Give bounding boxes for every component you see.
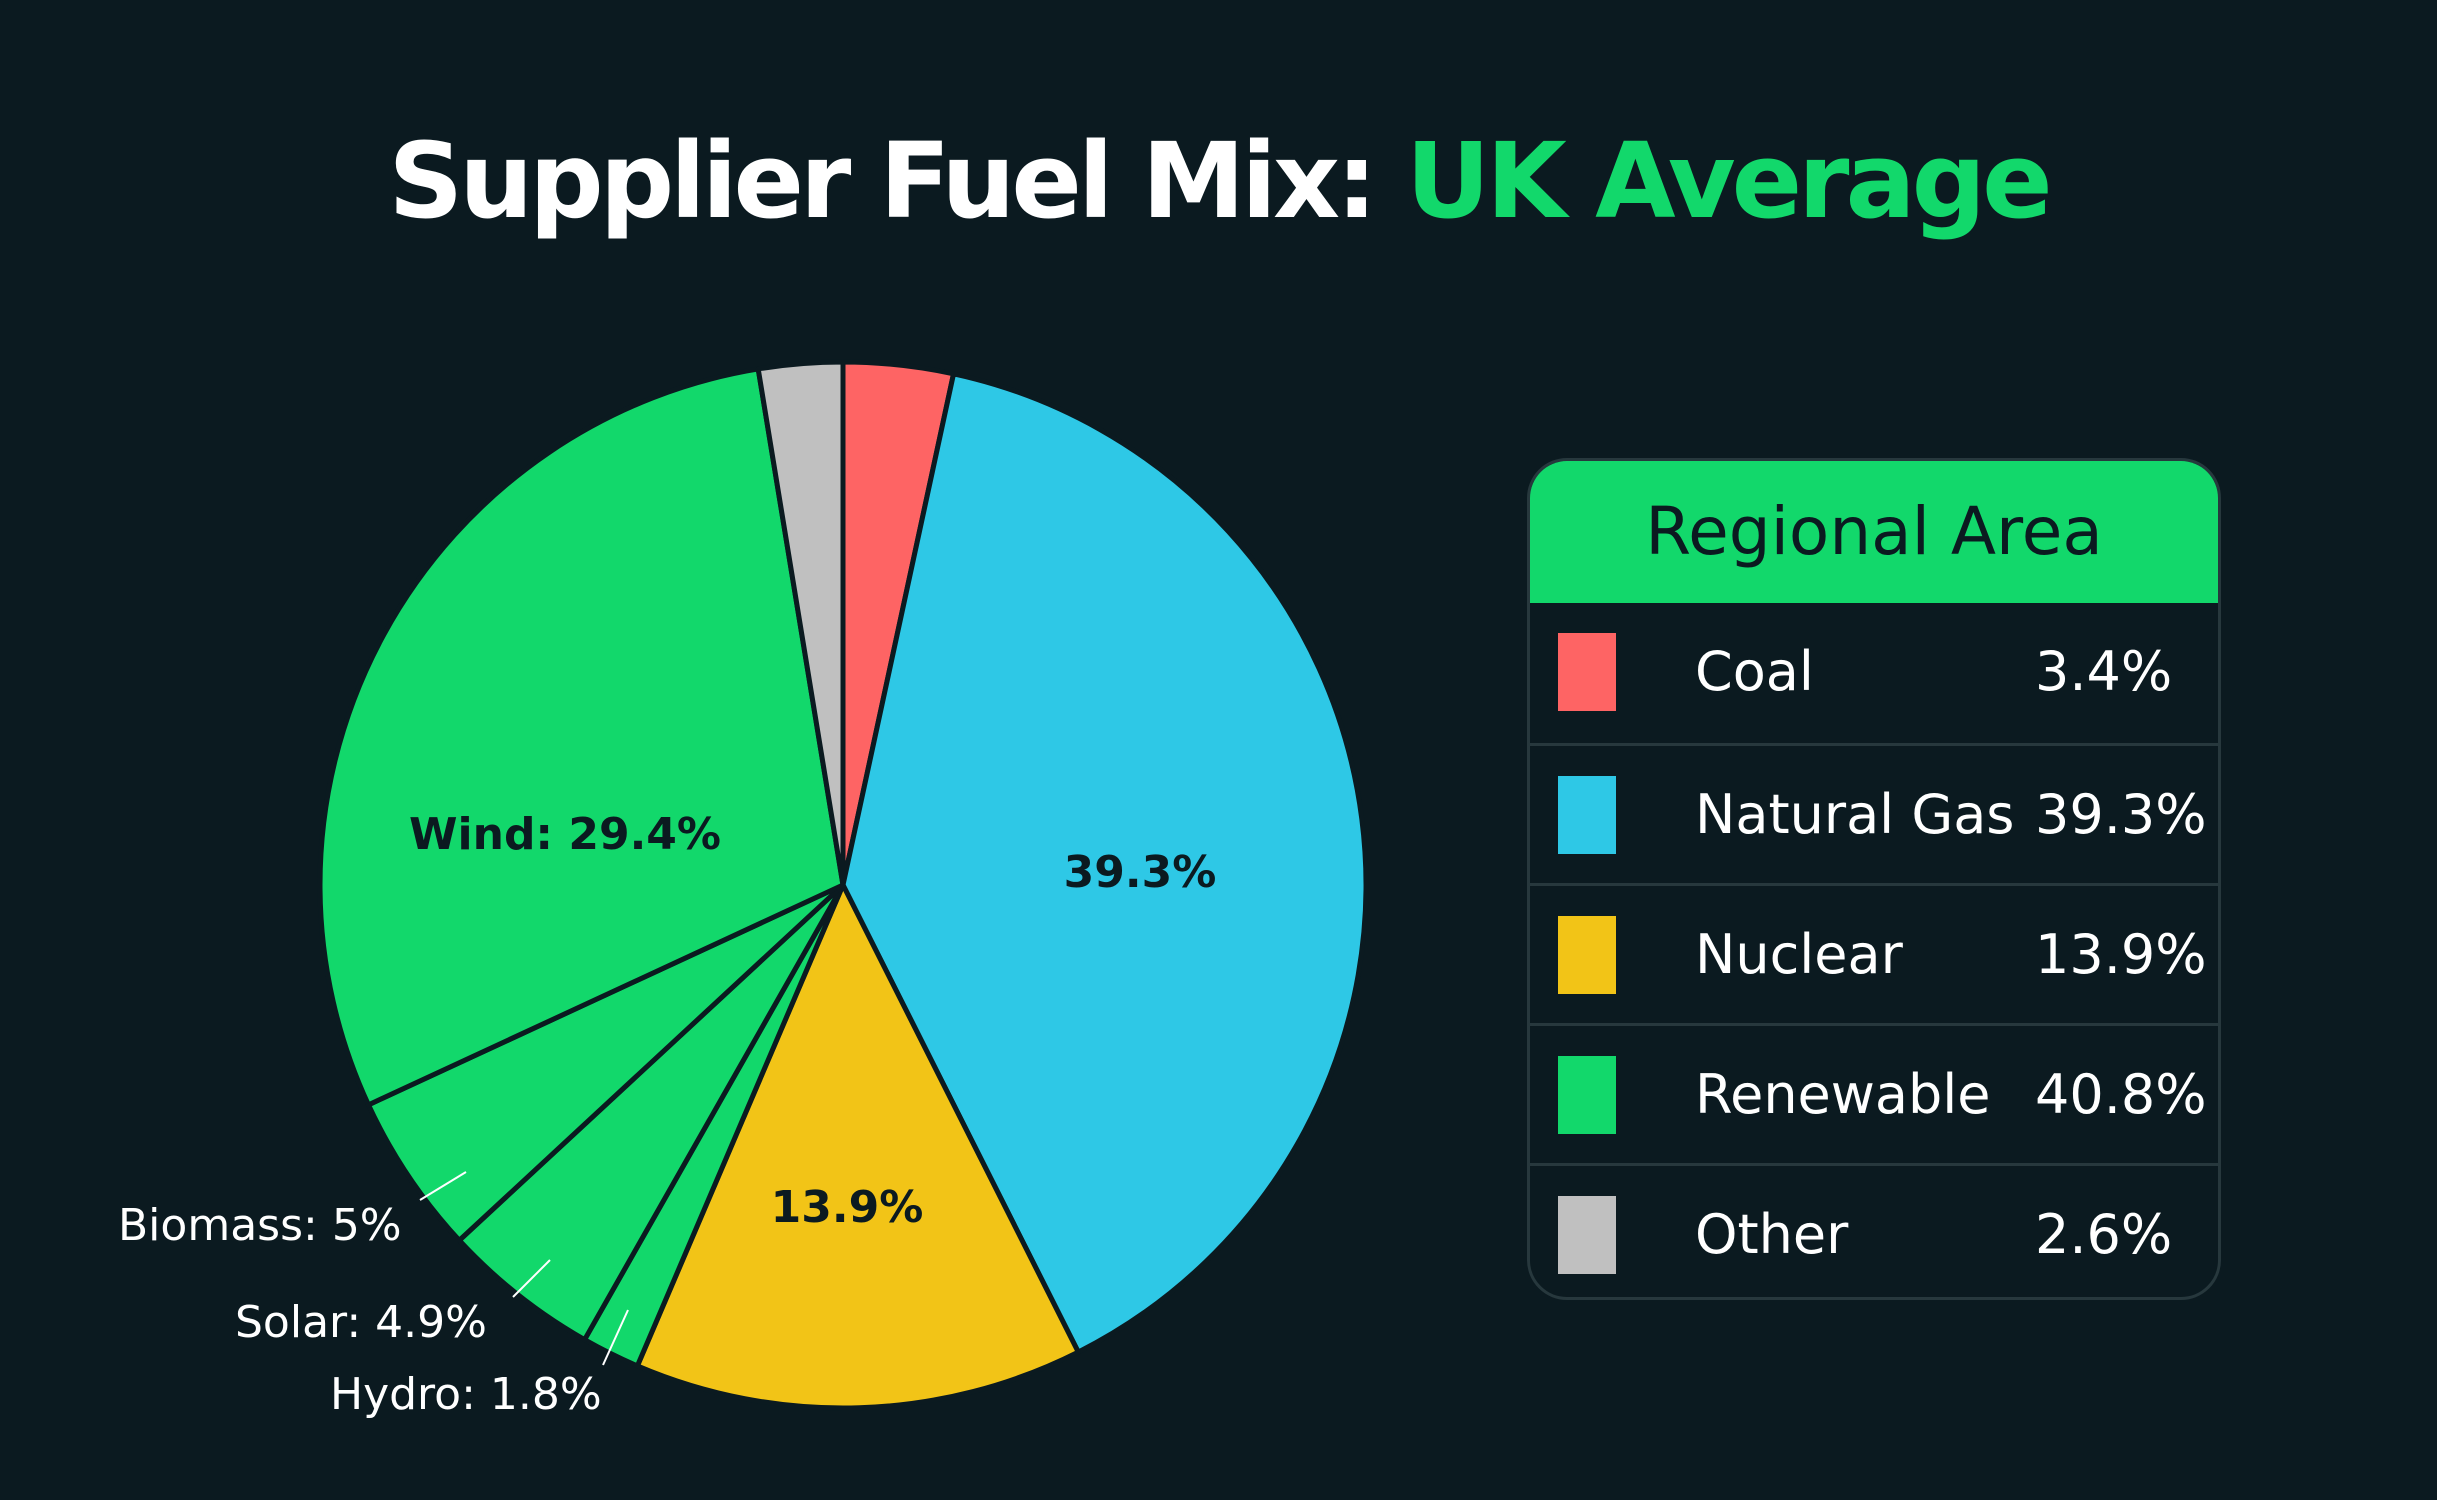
pie-label-solar: Solar: 4.9%: [235, 1297, 487, 1348]
legend-swatch: [1558, 1196, 1616, 1274]
legend-value: 3.4%: [2035, 640, 2173, 703]
legend-title: Regional Area: [1530, 461, 2218, 603]
pie-slice-natural-gas: [840, 371, 1369, 1355]
legend-item-nuclear: Nuclear 13.9%: [1530, 883, 2218, 1023]
legend-label: Renewable: [1695, 1063, 1991, 1126]
leader-line-biomass: [419, 1171, 467, 1201]
legend-label: Nuclear: [1695, 923, 1903, 986]
legend-swatch: [1558, 916, 1616, 994]
legend-swatch: [1558, 776, 1616, 854]
legend-item-renewable: Renewable 40.8%: [1530, 1023, 2218, 1163]
legend-swatch: [1558, 1056, 1616, 1134]
legend-label: Natural Gas: [1695, 783, 2015, 846]
pie-slice-wind: [317, 366, 846, 1108]
legend-swatch: [1558, 633, 1616, 711]
legend-label: Coal: [1695, 640, 1814, 703]
pie-label-nuclear: 13.9%: [771, 1182, 924, 1233]
legend-value: 40.8%: [2035, 1063, 2207, 1126]
legend-value: 13.9%: [2035, 923, 2207, 986]
pie-label-biomass: Biomass: 5%: [118, 1200, 402, 1251]
chart-title-main: Supplier Fuel Mix:: [388, 120, 1406, 242]
leader-line-hydro: [602, 1309, 629, 1366]
legend-item-coal: Coal 3.4%: [1530, 603, 2218, 743]
legend-item-other: Other 2.6%: [1530, 1163, 2218, 1297]
pie-slice-other: [755, 359, 846, 888]
pie-slice-biomass: [365, 882, 846, 1243]
chart-title: Supplier Fuel Mix: UK Average: [0, 120, 2437, 242]
legend: Regional Area Coal 3.4% Natural Gas 39.3% Nu…: [1527, 458, 2221, 1300]
legend-rows: Coal 3.4% Natural Gas 39.3% Nuclear 13.9% Rene…: [1530, 603, 2218, 1297]
pie-label-hydro: Hydro: 1.8%: [330, 1369, 602, 1420]
chart-title-accent: UK Average: [1405, 120, 2053, 242]
legend-value: 2.6%: [2035, 1203, 2173, 1266]
leader-line-solar: [512, 1259, 551, 1298]
legend-label: Other: [1695, 1203, 1849, 1266]
pie-slice-solar: [456, 882, 846, 1343]
pie-label-natural-gas: 39.3%: [1064, 847, 1217, 898]
pie-label-wind: Wind: 29.4%: [409, 809, 721, 860]
legend-item-natural-gas: Natural Gas 39.3%: [1530, 743, 2218, 883]
pie-slice-nuclear: [634, 882, 1081, 1411]
legend-value: 39.3%: [2035, 783, 2207, 846]
